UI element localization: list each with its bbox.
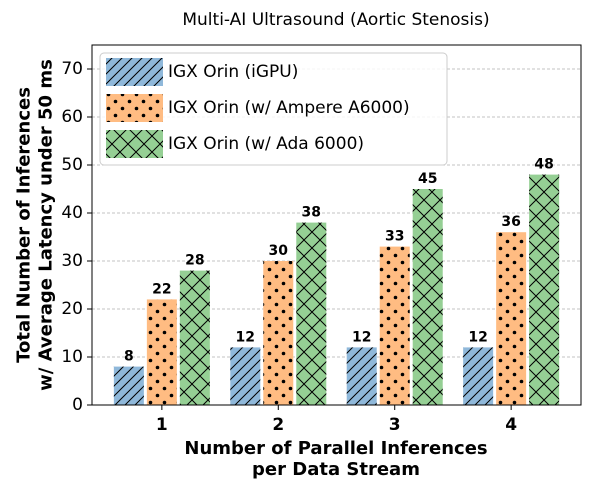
bar-hatch [113,366,144,405]
data-label: 36 [501,214,520,230]
y-tick-label: 50 [61,155,83,175]
x-axis-label-line-1: Number of Parallel Inferences [184,438,487,459]
x-tick-label: 2 [272,415,284,435]
data-label: 45 [418,171,437,187]
data-label: 8 [124,349,134,365]
data-label: 12 [236,329,255,345]
y-tick-label: 40 [61,203,83,223]
bar-hatch [346,347,377,405]
data-label: 48 [534,157,553,173]
legend-label: IGX Orin (iGPU) [168,62,298,82]
bar-hatch [146,299,177,405]
bar-hatch [463,347,494,405]
bar-hatch [529,174,560,405]
y-tick-label: 10 [61,347,83,367]
legend-swatch-hatch [106,94,163,122]
bar-hatch [230,347,261,405]
data-label: 38 [302,205,321,221]
bars [113,174,560,405]
data-label: 12 [352,329,371,345]
x-tick-label: 3 [389,415,401,435]
bar-hatch [496,232,527,405]
y-tick-label: 0 [72,395,83,415]
y-tick-label: 20 [61,299,83,319]
data-label: 28 [185,253,204,269]
bar-hatch [179,270,210,405]
data-label: 22 [152,281,171,297]
data-label: 30 [269,243,289,259]
x-tick-label: 1 [156,415,168,435]
data-label: 33 [385,229,404,245]
legend: IGX Orin (iGPU) IGX Orin (w/ Ampere A6000… [99,52,448,166]
legend-swatch-hatch [106,58,163,86]
legend-swatch-hatch [106,130,163,158]
legend-frame [99,52,448,166]
x-axis: 1 2 3 4 [156,405,517,435]
x-axis-label-line-2: per Data Stream [252,459,420,480]
bar-hatch [379,246,410,405]
data-labels: 8 22 28 12 30 38 12 33 45 12 36 48 [124,157,554,365]
plot-frame [91,44,582,406]
x-tick-label: 4 [505,415,517,435]
y-tick-label: 70 [61,59,83,79]
bar-hatch [412,189,443,405]
y-axis: 0 10 20 30 40 50 60 70 [61,59,92,415]
legend-label: IGX Orin (w/ Ada 6000) [168,134,364,154]
bar-hatch [263,261,294,405]
y-tick-label: 30 [61,251,83,271]
legend-label: IGX Orin (w/ Ampere A6000) [168,98,410,118]
bar-hatch [296,222,327,405]
y-axis-label-line-2: w/ Average Latency under 50 ms [36,59,57,391]
y-tick-label: 60 [61,107,83,127]
chart-title: Multi-AI Ultrasound (Aortic Stenosis) [182,10,489,30]
data-label: 12 [468,329,487,345]
y-axis-label-line-1: Total Number of Inferences [14,87,35,363]
